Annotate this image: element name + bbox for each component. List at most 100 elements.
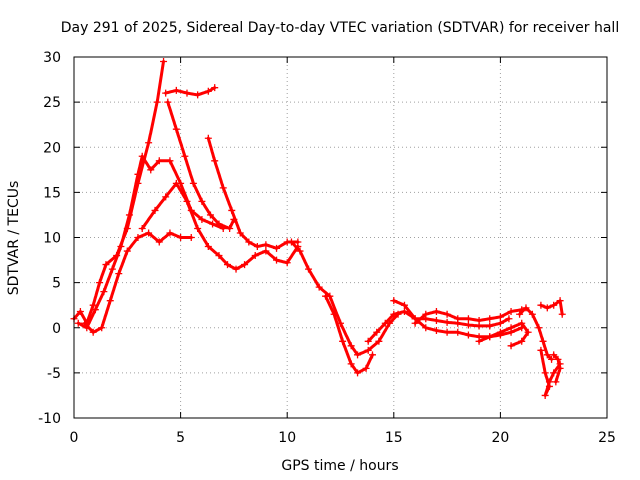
data-point	[543, 304, 551, 312]
data-point	[162, 89, 170, 97]
data-point	[177, 234, 185, 241]
data-point	[550, 369, 558, 377]
data-series	[70, 58, 566, 399]
data-point	[153, 98, 161, 106]
data-point	[183, 89, 191, 97]
data-point	[164, 98, 172, 106]
series-arc-3	[138, 179, 302, 273]
data-point	[183, 197, 191, 205]
data-point	[155, 238, 163, 246]
data-point	[134, 170, 142, 178]
data-point	[166, 157, 174, 165]
series-line	[83, 231, 193, 334]
data-point	[400, 301, 408, 309]
data-point	[219, 184, 227, 192]
data-point	[283, 259, 291, 267]
data-point	[524, 328, 532, 336]
data-point	[537, 301, 545, 309]
data-point	[194, 224, 202, 232]
data-point	[486, 322, 494, 330]
data-point	[347, 342, 355, 350]
data-point	[554, 355, 562, 363]
x-tick-label: 25	[598, 430, 616, 446]
data-point	[89, 328, 97, 336]
series-line	[477, 321, 530, 348]
data-point	[496, 328, 504, 336]
data-point	[206, 211, 214, 219]
data-point	[228, 206, 236, 214]
data-point	[204, 134, 212, 142]
y-tick-label: 30	[43, 50, 61, 66]
data-point	[211, 157, 219, 165]
data-point	[381, 319, 389, 327]
data-point	[539, 337, 547, 345]
data-point	[443, 310, 451, 318]
data-point	[505, 315, 513, 323]
data-point	[296, 247, 304, 255]
data-point	[432, 326, 440, 334]
data-point	[315, 283, 323, 291]
y-tick-label: 5	[52, 276, 61, 292]
data-point	[375, 337, 383, 345]
series-arc-12	[411, 306, 526, 327]
data-point	[287, 238, 295, 246]
data-point	[89, 301, 97, 309]
data-point	[273, 244, 281, 252]
data-point	[138, 224, 146, 232]
data-point	[145, 139, 153, 147]
series-arc-4	[162, 84, 219, 99]
data-point	[432, 308, 440, 316]
data-point	[204, 243, 212, 251]
x-axis-label: GPS time / hours	[281, 458, 398, 474]
data-point	[138, 152, 146, 160]
data-point	[368, 351, 376, 359]
series-arc-8	[287, 238, 402, 359]
data-point	[262, 241, 270, 249]
data-point	[204, 87, 212, 95]
data-point	[198, 215, 206, 223]
data-point	[443, 318, 451, 326]
chart-title: Day 291 of 2025, Sidereal Day-to-day VTE…	[61, 20, 619, 36]
series-arc-17	[550, 351, 564, 386]
data-point	[106, 297, 114, 305]
y-tick-label: 15	[43, 185, 61, 201]
x-tick-label: 10	[278, 430, 296, 446]
y-tick-label: 0	[52, 321, 61, 337]
data-point	[253, 243, 261, 251]
series-line	[539, 348, 562, 397]
data-point	[96, 279, 104, 287]
data-point	[550, 301, 558, 309]
data-point	[548, 355, 556, 363]
series-arc-5	[164, 98, 238, 232]
data-point	[251, 252, 259, 260]
data-point	[411, 319, 419, 327]
data-point	[91, 306, 99, 314]
data-point	[486, 333, 494, 341]
data-point	[155, 157, 163, 165]
data-point	[172, 86, 180, 94]
y-tick-label: -10	[38, 411, 61, 427]
data-point	[507, 342, 515, 350]
series-line	[166, 100, 236, 230]
data-point	[390, 297, 398, 305]
data-point	[305, 265, 313, 273]
data-point	[454, 328, 462, 336]
y-tick-label: -5	[47, 366, 61, 382]
data-point	[507, 308, 515, 316]
data-point	[339, 337, 347, 345]
data-point	[496, 313, 504, 321]
data-point	[115, 270, 123, 278]
data-point	[198, 197, 206, 205]
data-point	[100, 288, 108, 296]
data-point	[528, 310, 536, 318]
data-point	[354, 369, 362, 377]
series-line	[76, 154, 225, 330]
series-arc-13	[475, 319, 532, 350]
data-point	[537, 346, 545, 354]
x-tick-label: 20	[491, 430, 509, 446]
series-line	[206, 136, 300, 250]
data-point	[541, 391, 549, 399]
series-arc-7	[81, 229, 195, 336]
data-point	[262, 247, 270, 255]
